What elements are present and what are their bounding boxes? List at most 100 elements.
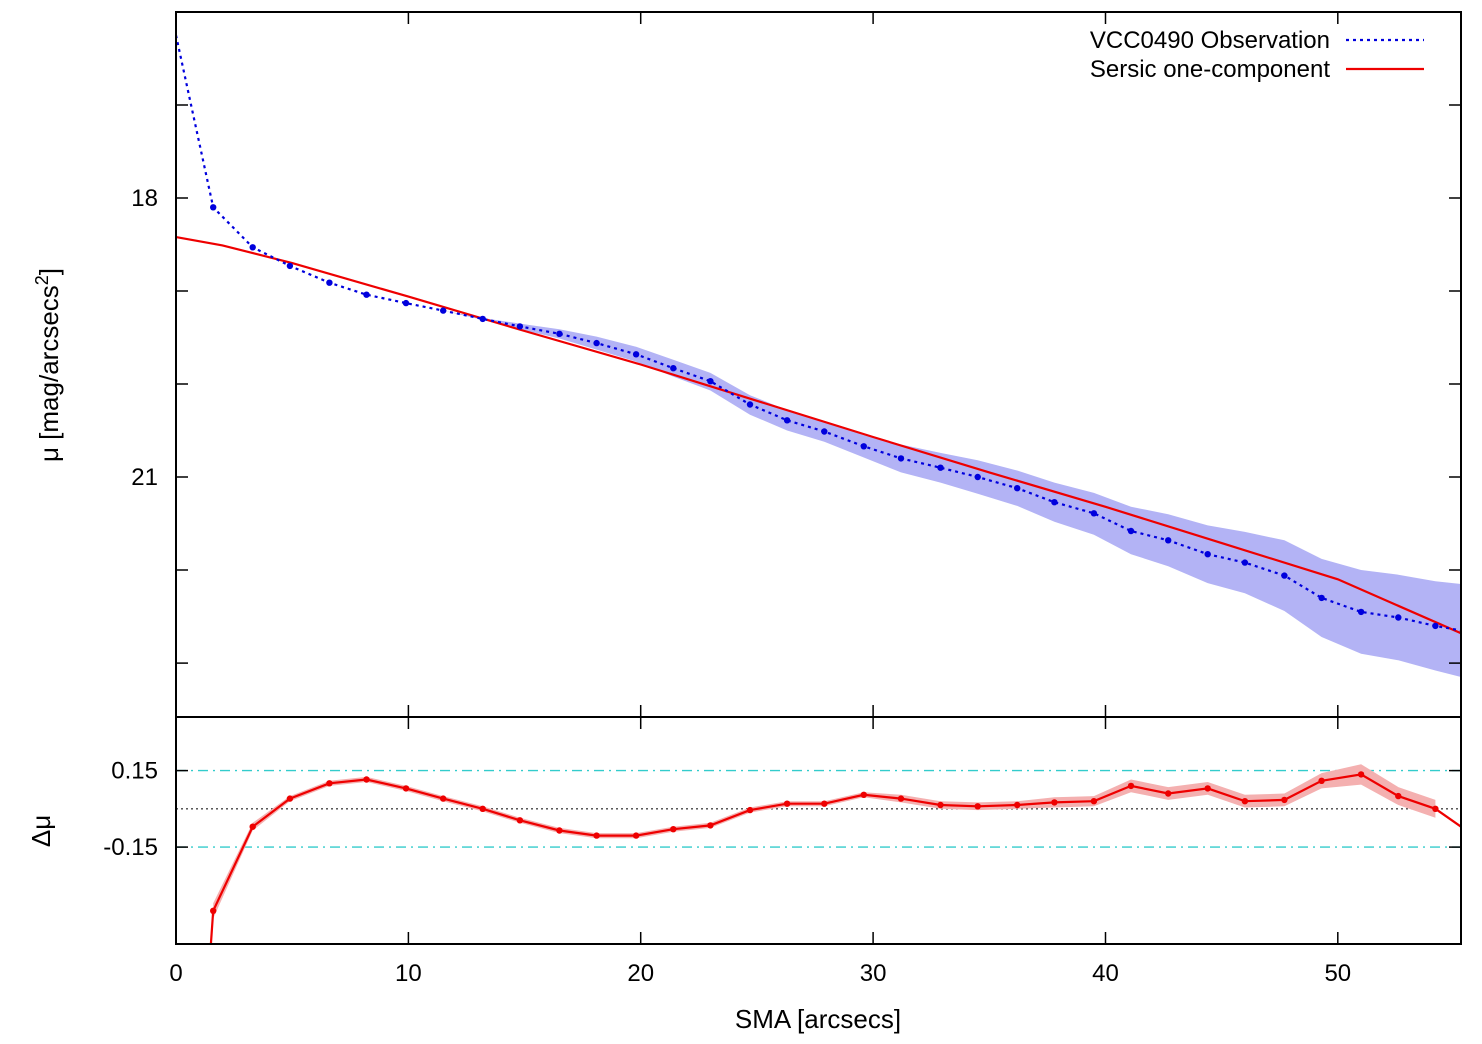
residual-point [1051,799,1058,806]
residual-point [1204,785,1211,792]
observation-band-area [176,35,1461,678]
residual-error-band [213,764,1436,919]
observation-point [249,244,256,251]
residual-y-tick-label: -0.15 [103,834,158,861]
observation-point [402,299,410,307]
x-tick-label: 40 [1092,960,1119,987]
y-tick-label: 18 [131,185,158,212]
residual-ticks [175,717,1461,944]
observation-error-band [176,35,1461,678]
residual-point [1281,796,1288,804]
observation-point [1014,485,1021,492]
residual-point [1357,771,1365,778]
observation-point [210,204,217,211]
residual-point [363,776,370,783]
residual-point [974,803,981,810]
observation-point [326,279,333,286]
observation-point [897,455,905,462]
observation-point [1432,622,1439,630]
observation-point [783,417,791,424]
residual-point [1165,790,1172,797]
observation-points [210,204,1439,630]
residual-point [860,791,867,798]
x-tick-label: 10 [395,960,422,987]
observation-point [974,473,981,481]
observation-point [1395,614,1402,621]
residual-point [1014,801,1021,809]
observation-point [593,339,600,347]
residual-point [1395,792,1402,800]
residual-point [937,801,944,809]
x-tick-label: 0 [169,960,182,987]
observation-point [556,330,563,337]
residual-point [1432,805,1439,812]
residual-point [1090,798,1098,805]
observation-point [746,401,754,408]
residual-point [707,822,714,829]
observation-point [937,464,944,471]
observation-point [1204,551,1211,558]
observation-point [860,443,867,450]
residual-point [556,827,563,834]
residual-point [1127,782,1135,790]
x-tick-label: 30 [860,960,887,987]
legend: VCC0490 Observation Sersic one-component [1090,27,1424,83]
observation-point [707,378,714,385]
y-tick-label: 21 [131,464,158,491]
residual-point [593,832,600,839]
profile-y-axis-label: μ [mag/arcsecs2] [32,268,64,462]
residual-point [632,832,640,839]
residual-point [783,800,791,807]
residual-point [210,907,217,914]
legend-label-observation: VCC0490 Observation [1090,27,1330,54]
residual-point [670,826,677,833]
observation-point [516,323,524,330]
observation-point [1241,559,1249,566]
legend-label-model: Sersic one-component [1090,56,1330,83]
residual-y-axis-label: Δμ [26,815,56,847]
residual-point [516,817,524,824]
observation-point [363,291,370,298]
residual-y-tick-label: 0.15 [111,758,158,785]
observation-point [1357,608,1365,616]
observation-point [1090,510,1098,517]
observation-point [1051,499,1058,506]
residual-point [402,785,410,792]
residual-point [746,806,754,814]
residual-point [821,800,828,807]
residual-point [479,805,486,812]
observation-point [1165,537,1172,544]
residual-panel: 0.15 -0.15 0 10 20 30 40 50 Δμ SMA [arcsecs] [26,716,1462,1034]
observation-point [821,428,828,435]
residual-point [1318,777,1325,784]
residual-point [326,780,333,787]
residual-point [1241,798,1249,805]
residual-reference-lines [176,769,1461,848]
residual-frame [175,716,1462,945]
x-tick-label: 50 [1324,960,1351,987]
residual-point [897,795,905,802]
residual-y-tick-labels: 0.15 -0.15 [103,758,158,862]
observation-point [1318,594,1325,602]
profile-lines [174,35,1462,635]
ylabel-superscript: 2 [32,275,52,285]
observation-point [632,351,640,358]
observation-point [440,307,447,314]
residual-points [210,771,1439,914]
observation-point [670,365,677,372]
sersic-model-line [175,236,1462,635]
residual-point [249,823,256,830]
observation-point [1281,572,1288,579]
residual-point [440,795,447,802]
x-tick-label: 20 [627,960,654,987]
residual-band-area [213,764,1436,919]
residual-point [286,795,294,802]
observation-point [1127,527,1135,535]
x-axis-label: SMA [arcsecs] [735,1004,901,1034]
profile-ticks [175,12,1461,717]
observation-point [286,262,294,270]
x-tick-labels: 0 10 20 30 40 50 [169,960,1351,987]
